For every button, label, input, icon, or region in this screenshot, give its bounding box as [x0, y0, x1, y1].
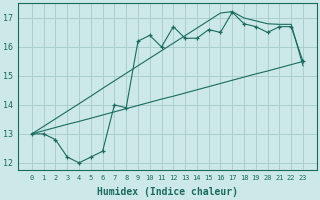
X-axis label: Humidex (Indice chaleur): Humidex (Indice chaleur) [97, 186, 238, 197]
